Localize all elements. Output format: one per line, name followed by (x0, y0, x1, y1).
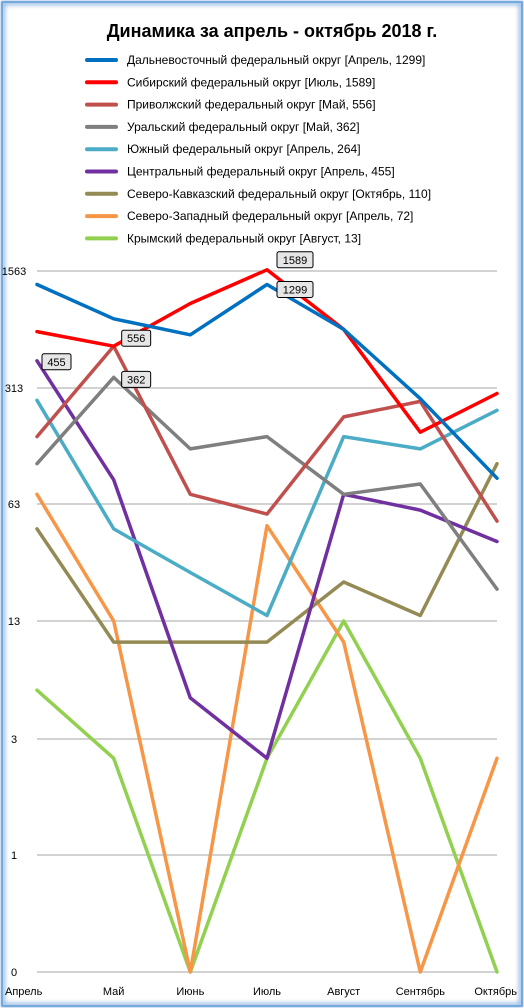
y-tick-label: 313 (5, 383, 23, 395)
data-label-box (121, 329, 152, 347)
grid (37, 270, 497, 973)
x-tick-label: Август (327, 986, 360, 998)
legend-label: Центральный федеральный округ [Апрель, 4… (127, 165, 395, 179)
series-line-5 (35, 398, 499, 618)
data-label-box (276, 280, 314, 298)
y-tick-label: 0 (11, 967, 17, 979)
data-label-text: 1589 (283, 255, 307, 267)
legend-label: Крымский федеральный округ [Август, 13] (127, 231, 361, 245)
legend-label: Южный федеральный округ [Апрель, 264] (127, 142, 361, 156)
legend-label: Приволжский федеральный округ [Май, 556] (127, 98, 376, 112)
data-label: 556 (121, 329, 152, 347)
series-line-9 (35, 619, 499, 974)
x-tick-label: Июль (253, 986, 281, 998)
legend-label: Северо-Западный федеральный округ [Апрел… (127, 209, 413, 223)
legend: Дальневосточный федеральный округ [Апрел… (85, 53, 431, 245)
x-tick-label: Апрель (5, 986, 43, 998)
data-label-text: 556 (127, 333, 145, 345)
y-tick-label: 1 (11, 850, 17, 862)
data-label-text: 455 (47, 357, 65, 369)
y-tick-label: 63 (8, 499, 20, 511)
chart-title: Динамика за апрель - октябрь 2018 г. (107, 21, 438, 41)
x-axis-tick-labels: Апрель Май Июнь Июль Август Сентябрь Октябрь (5, 986, 517, 998)
x-tick-label: Май (103, 986, 125, 998)
y-tick-label: 3 (11, 734, 17, 746)
legend-label: Дальневосточный федеральный округ [Апрел… (127, 53, 425, 67)
data-label-box (41, 353, 72, 371)
data-label: 362 (121, 370, 152, 388)
series-line-7 (35, 461, 499, 644)
data-label: 455 (41, 353, 72, 371)
legend-label: Северо-Кавказский федеральный округ [Окт… (127, 187, 431, 201)
series-line-1 (35, 282, 499, 480)
series-line-8 (35, 492, 499, 974)
x-tick-label: Июнь (176, 986, 204, 998)
data-labels: 1589 1299 556 455 362 (41, 251, 314, 388)
data-label: 1299 (276, 280, 314, 298)
series-lines (35, 268, 499, 974)
y-tick-label: 13 (8, 616, 20, 628)
legend-label: Уральский федеральный округ [Май, 362] (127, 120, 360, 134)
x-tick-label: Октябрь (474, 986, 517, 998)
x-tick-label: Сентябрь (396, 986, 446, 998)
data-label-text: 1299 (283, 284, 307, 296)
series-line-6 (35, 359, 499, 761)
series-line-4 (35, 375, 499, 591)
data-label-box (276, 251, 314, 269)
data-label: 1589 (276, 251, 314, 269)
data-label-box (121, 370, 152, 388)
series-line-2 (35, 268, 499, 434)
data-label-text: 362 (127, 374, 145, 386)
legend-label: Сибирский федеральный округ [Июль, 1589] (127, 75, 375, 89)
y-tick-label: 1563 (2, 266, 26, 278)
